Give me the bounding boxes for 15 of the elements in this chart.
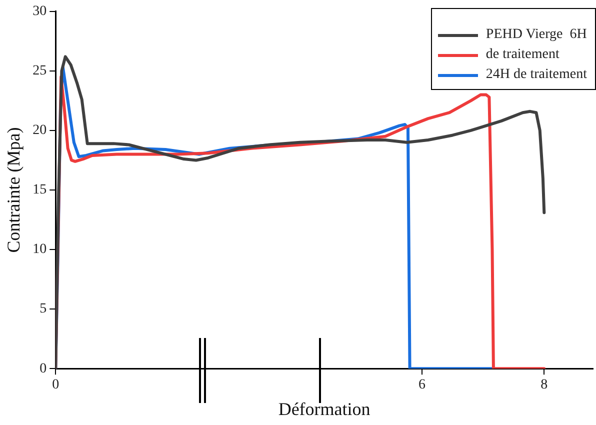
x-tick-label: 8 [540,378,548,393]
y-tick-label: 25 [32,64,47,79]
legend-label: de traitement [486,46,560,64]
legend-label: PEHD Vierge 6H [486,26,587,44]
legend-label: 24H de traitement [486,66,587,84]
y-tick-label: 0 [40,361,47,376]
y-tick-label: 20 [32,123,47,138]
x-tick-label: 6 [418,378,426,393]
y-tick-label: 30 [32,4,47,20]
x-axis-title: Déformation [278,398,370,419]
y-tick-label: 5 [40,302,47,317]
y-axis-title: Contrainte (Mpa) [4,127,24,253]
x-tick-label: 0 [52,378,60,393]
y-tick-label: 15 [32,182,47,198]
y-tick-label: 10 [32,242,47,258]
